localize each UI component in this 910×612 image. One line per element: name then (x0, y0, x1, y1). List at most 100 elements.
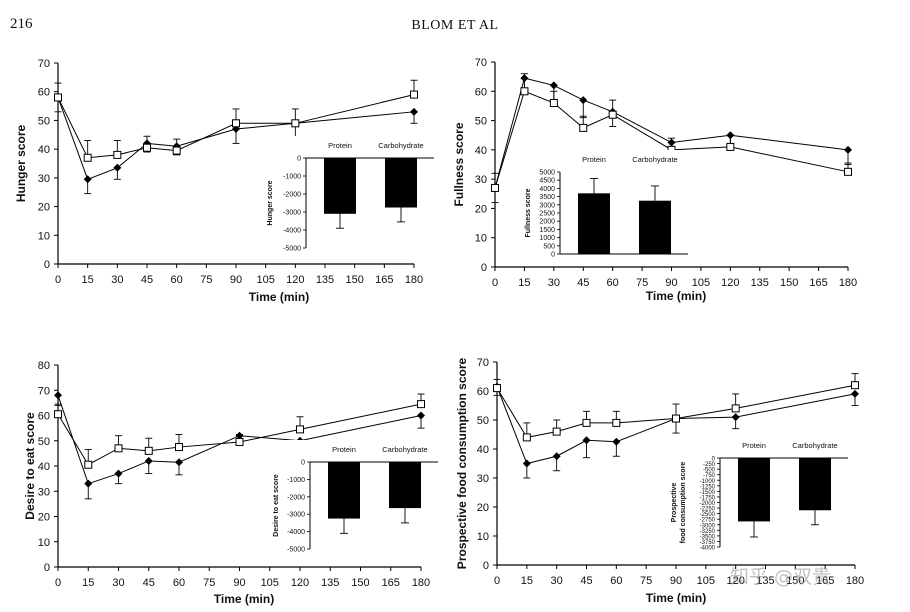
inset-y-tick-label: 4500 (539, 178, 555, 185)
y-tick-label: 20 (38, 202, 50, 214)
y-tick-label: 50 (475, 116, 487, 128)
inset-y-tick-label: 3000 (539, 202, 555, 209)
inset-y-tick-label: -1000 (287, 477, 305, 484)
inset-y-tick-label: -250 (703, 462, 716, 468)
data-point-carbohydrate (493, 384, 501, 393)
page-number: 216 (10, 16, 33, 32)
y-tick-label: 10 (38, 230, 50, 242)
inset-y-tick-label: 500 (543, 243, 555, 250)
x-tick-label: 120 (721, 277, 739, 289)
data-point-protein (417, 411, 425, 420)
y-tick-label: 10 (477, 531, 489, 543)
inset-bar-protein (578, 193, 610, 254)
inset-y-tick-label: 1500 (539, 227, 555, 234)
data-point-protein (844, 145, 852, 154)
inset-y-tick-label: -2500 (700, 512, 716, 518)
inset-y-tick-label: -2750 (700, 518, 716, 524)
x-tick-label: 0 (55, 577, 61, 589)
y-tick-label: 30 (38, 486, 50, 498)
data-point-carbohydrate (114, 444, 123, 453)
y-tick-label: 20 (475, 203, 487, 215)
inset-y-axis-label: Prospective food consumption score (671, 462, 687, 544)
y-tick-label: 60 (38, 87, 50, 99)
inset-y-tick-label: 0 (551, 252, 555, 259)
x-tick-label: 30 (112, 577, 124, 589)
inset-y-axis-label: Hunger score (267, 180, 274, 225)
data-point-protein (552, 452, 561, 461)
y-tick-label: 60 (475, 86, 487, 98)
inset-y-tick-label: -2000 (700, 501, 716, 507)
inset-category-label: Carbohydrate (792, 441, 837, 450)
y-tick-label: 0 (44, 562, 50, 574)
x-tick-label: 15 (82, 577, 94, 589)
data-point-carbohydrate (54, 93, 62, 102)
series-line-1 (494, 90, 849, 189)
data-point-carbohydrate (522, 433, 531, 442)
x-tick-label: 120 (291, 577, 309, 589)
y-axis-label: Fullness score (452, 122, 466, 206)
data-point-carbohydrate (291, 119, 300, 128)
data-point-carbohydrate (410, 90, 418, 99)
data-point-protein (84, 479, 93, 488)
y-tick-label: 50 (38, 115, 50, 127)
data-point-protein (232, 125, 240, 134)
inset-y-tick-label: -1000 (700, 479, 716, 485)
inset-y-tick-label: 5000 (539, 170, 555, 177)
x-tick-label: 75 (636, 277, 648, 289)
inset-background (276, 440, 456, 557)
inset-category-label: Carbohydrate (378, 141, 423, 150)
inset-bar-chart: 0 -1000 -2000 -3000 -4000 -5000 Protein Carbohy… (273, 440, 456, 557)
data-point-carbohydrate (579, 123, 588, 132)
y-tick-label: 40 (475, 145, 487, 157)
inset-y-tick-label: 4000 (539, 186, 555, 193)
data-point-carbohydrate (608, 110, 617, 119)
x-tick-label: 165 (816, 575, 834, 587)
inset-category-label: Carbohydrate (382, 445, 427, 454)
x-tick-label: 30 (548, 277, 560, 289)
y-tick-label: 40 (38, 144, 50, 156)
inset-y-axis-label-line: Prospective (671, 483, 678, 523)
data-point-carbohydrate (731, 404, 740, 413)
x-tick-label: 75 (640, 575, 652, 587)
x-tick-label: 105 (697, 575, 715, 587)
data-point-carbohydrate (54, 410, 62, 419)
x-tick-label: 120 (726, 575, 744, 587)
data-point-carbohydrate (491, 183, 499, 192)
y-tick-label: 70 (475, 57, 487, 69)
inset-y-axis-label: Fullness score (525, 188, 532, 237)
panel-hunger: 0 10 20 30 40 50 60 70 0 15 30 45 60 75 90 105 120 135 150… (14, 58, 452, 304)
inset-y-tick-label: -5000 (287, 547, 305, 554)
inset-y-tick-label: -4000 (287, 529, 305, 536)
x-tick-label: 105 (692, 277, 710, 289)
data-point-carbohydrate (113, 150, 122, 159)
x-axis-label: Time (min) (646, 289, 706, 303)
inset-category-label: Protein (328, 141, 352, 150)
data-point-carbohydrate (296, 425, 304, 434)
inset-bar-carbohydrate (389, 462, 421, 509)
inset-bar-chart: 0-250-500-750-1000-1250-1500-1750-2000-2… (671, 436, 866, 555)
inset-y-tick-label: -2250 (700, 507, 716, 513)
series-line-0 (57, 97, 415, 180)
y-tick-label: 0 (481, 262, 487, 274)
inset-y-tick-label: -1500 (700, 490, 716, 496)
inset-y-tick-label: -3000 (700, 523, 716, 529)
y-tick-label: 50 (477, 415, 489, 427)
x-axis-label: Time (min) (249, 290, 309, 304)
panel-prospective: 0 10 20 30 40 50 60 70 0 15 30 45 60 75 90 105 120 135 150… (455, 357, 866, 605)
x-tick-label: 60 (171, 274, 183, 286)
x-tick-label: 15 (521, 575, 533, 587)
panel-desire: 0 10 20 30 40 50 60 70 80 0 15 30 45 60 75 90 105 120 135 1… (23, 360, 456, 606)
data-point-carbohydrate (520, 87, 529, 96)
inset-y-tick-label: -3000 (283, 210, 301, 217)
y-axis-label: Desire to eat score (23, 412, 37, 520)
inset-category-label: Protein (742, 441, 766, 450)
y-tick-label: 50 (38, 436, 50, 448)
data-point-carbohydrate (726, 142, 735, 151)
data-point-protein (582, 436, 591, 445)
x-tick-label: 135 (756, 575, 774, 587)
data-point-carbohydrate (851, 381, 859, 390)
data-point-protein (851, 389, 859, 398)
y-axis-label: Prospective food consumption score (455, 357, 469, 569)
x-tick-label: 120 (286, 274, 304, 286)
data-point-protein (522, 459, 531, 468)
